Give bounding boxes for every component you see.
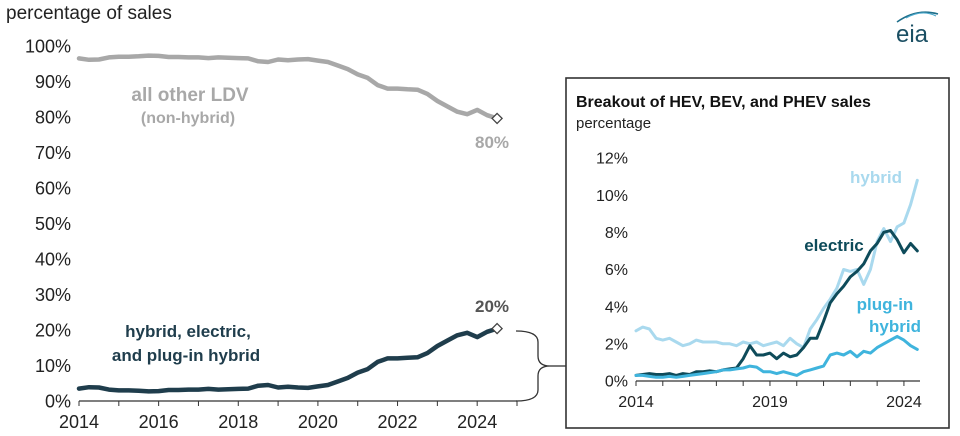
main-y-tick-label: 90% xyxy=(35,72,71,92)
main-y-tick-label: 0% xyxy=(45,391,71,411)
main-series-other xyxy=(76,53,500,121)
other-label: all other LDV xyxy=(131,85,249,106)
main-y-tick-label: 20% xyxy=(35,320,71,340)
combined-end-label: 20% xyxy=(475,297,509,316)
eia-logo: eia xyxy=(896,11,939,48)
main-x-tick-label: 2016 xyxy=(139,412,179,432)
inset-panel xyxy=(565,77,950,429)
phev-label: plug-in xyxy=(857,295,914,314)
inset-y-tick-label: 10% xyxy=(596,188,628,205)
main-x-tick-label: 2024 xyxy=(457,412,497,432)
main-endpoint-combined xyxy=(491,322,504,335)
electric-label: electric xyxy=(804,236,864,255)
logo-text: eia xyxy=(896,21,929,48)
inset-series-hybrid xyxy=(634,178,919,350)
logo-swoosh-inner xyxy=(905,12,937,19)
phev-sublabel: hybrid xyxy=(869,317,921,336)
inset-subtitle: percentage xyxy=(576,115,651,132)
inset-y-tick-label: 2% xyxy=(605,336,628,353)
inset-y-tick-label: 8% xyxy=(605,225,628,242)
inset-series-electric xyxy=(634,229,919,377)
main-y-tick-label: 80% xyxy=(35,107,71,127)
inset-y-tick-label: 0% xyxy=(605,374,628,391)
main-y-tick-label: 70% xyxy=(35,143,71,163)
main-x-tick-label: 2020 xyxy=(298,412,338,432)
main-y-tick-label: 40% xyxy=(35,249,71,269)
main-x-tick-label: 2018 xyxy=(218,412,258,432)
inset-y-tick-label: 4% xyxy=(605,299,628,316)
hybrid-label: hybrid xyxy=(850,168,902,187)
other-end-label: 80% xyxy=(475,133,509,152)
inset-y-tick-label: 12% xyxy=(596,151,628,168)
main-ylabel: percentage of sales xyxy=(6,3,172,24)
inset-x-tick-label: 2014 xyxy=(618,394,654,411)
inset-lines xyxy=(634,178,919,379)
main-y-tick-label: 50% xyxy=(35,214,71,234)
main-x-tick-label: 2022 xyxy=(378,412,418,432)
main-lines xyxy=(76,53,504,394)
inset-x-tick-label: 2024 xyxy=(886,394,922,411)
main-y-tick-label: 30% xyxy=(35,285,71,305)
inset-axes: 2014 2019 2024 0% 2% 4% 6% 8% 10% 12% xyxy=(596,151,922,411)
main-y-tick-label: 100% xyxy=(25,36,71,56)
inset-title: Breakout of HEV, BEV, and PHEV sales xyxy=(576,94,871,111)
main-x-tick-label: 2014 xyxy=(59,412,99,432)
main-y-tick-label: 10% xyxy=(35,356,71,376)
inset-series-phev xyxy=(634,334,919,379)
combined-label: hybrid, electric, xyxy=(125,322,251,341)
combined-sublabel: and plug-in hybrid xyxy=(112,346,260,365)
inset-y-tick-label: 6% xyxy=(605,262,628,279)
callout-brace xyxy=(515,330,551,402)
main-y-tick-label: 60% xyxy=(35,178,71,198)
inset-x-tick-label: 2019 xyxy=(752,394,788,411)
main-endpoint-other xyxy=(491,112,504,125)
main-axes: 2014 2016 2018 2020 2022 2024 0% 10% 20% 30% 40% 50… xyxy=(25,36,518,432)
main-series-combined xyxy=(76,326,500,394)
other-sublabel: (non-hybrid) xyxy=(141,110,235,127)
